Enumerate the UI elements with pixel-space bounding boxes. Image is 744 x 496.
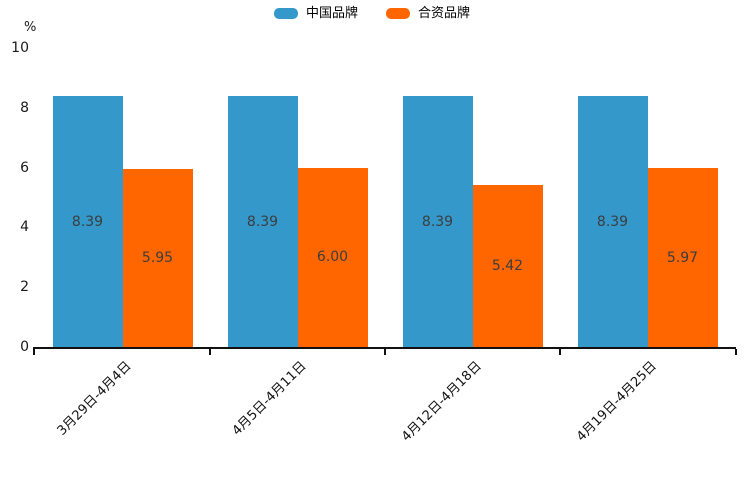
bar-joint-venture-brand — [472, 184, 543, 347]
x-axis-tick — [559, 349, 561, 355]
x-axis-tick — [735, 349, 737, 355]
bar-china-brand — [577, 96, 648, 347]
bar-value-label: 8.39 — [71, 213, 104, 230]
bar-joint-venture-brand — [297, 167, 368, 347]
x-axis-tick — [33, 349, 35, 355]
legend-swatch-icon — [273, 7, 298, 19]
bar-china-brand — [227, 96, 298, 347]
bar-joint-venture-brand — [122, 169, 193, 347]
y-tick-label: 4 — [20, 219, 29, 236]
bar-value-label: 8.39 — [421, 213, 454, 230]
legend-item-joint-venture-brand: 合资品牌 — [386, 6, 470, 20]
y-tick-label: 10 — [11, 40, 29, 57]
x-category-label: 4月12日-4月18日 — [399, 358, 485, 445]
bar-value-label: 8.39 — [246, 213, 279, 230]
x-axis-tick — [384, 349, 386, 355]
y-tick-label: 0 — [20, 339, 29, 356]
bar-value-label: 6.00 — [316, 249, 349, 266]
legend-item-china-brand: 中国品牌 — [273, 6, 358, 21]
legend-swatch-icon — [386, 7, 410, 19]
chart-legend: 中国品牌 合资品牌 — [0, 6, 744, 20]
y-tick-label: 8 — [20, 99, 29, 116]
bar-value-label: 5.42 — [491, 257, 524, 274]
bar-value-label: 5.95 — [141, 250, 174, 267]
x-axis-line — [33, 347, 736, 349]
bar-joint-venture-brand — [647, 168, 718, 347]
x-category-label: 3月29日-4月4日 — [54, 358, 135, 439]
bar-value-label: 8.39 — [596, 213, 629, 230]
legend-label: 合资品牌 — [418, 6, 471, 21]
y-axis-unit-label: % — [24, 20, 37, 35]
bar-value-label: 5.97 — [666, 249, 699, 266]
bar-china-brand — [402, 96, 473, 347]
legend-label: 中国品牌 — [305, 6, 358, 21]
y-tick-label: 2 — [20, 279, 29, 296]
bar-china-brand — [52, 96, 123, 347]
y-tick-label: 6 — [20, 159, 29, 176]
x-category-label: 4月5日-4月11日 — [229, 358, 310, 439]
x-category-label: 4月19日-4月25日 — [574, 358, 660, 445]
x-axis-tick — [209, 349, 211, 355]
